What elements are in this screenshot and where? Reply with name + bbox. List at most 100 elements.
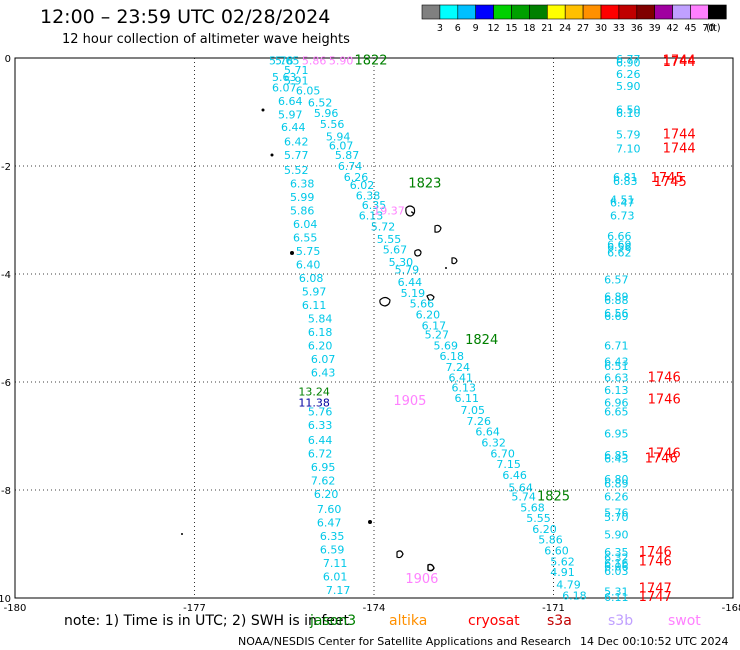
data-point-label: 6.38 xyxy=(290,177,315,190)
island-shape xyxy=(379,296,391,307)
data-point-label: 1905 xyxy=(393,394,426,409)
island-shape xyxy=(451,257,458,265)
colorbar-label: 3 xyxy=(437,23,443,34)
colorbar-swatch xyxy=(439,4,459,20)
island-shape xyxy=(426,294,435,301)
data-point-label: 1745 xyxy=(651,171,684,186)
data-point-label: 6.05 xyxy=(296,84,321,97)
data-point-label: 7.62 xyxy=(311,474,336,487)
colorbar-label: 30 xyxy=(595,23,607,34)
island-shape xyxy=(414,249,422,257)
data-point-label: 5.76 xyxy=(308,406,333,419)
data-point-label: 6.73 xyxy=(610,210,635,223)
island-dot xyxy=(290,251,294,255)
satellite-legend-item: s3a xyxy=(547,613,572,629)
colorbar-label: 12 xyxy=(488,23,500,34)
data-point-label: 6.41 xyxy=(449,372,474,385)
data-point-label: 6.33 xyxy=(308,419,333,432)
data-point-label: 6.18 xyxy=(440,350,465,363)
data-point-label: 6.44 xyxy=(281,121,306,134)
y-tick-label: -2 xyxy=(1,162,11,173)
data-point-label: 6.43 xyxy=(604,453,629,466)
data-point-label: 7.60 xyxy=(317,503,342,516)
data-point-label: 1746 xyxy=(639,545,672,560)
x-tick-label: -171 xyxy=(542,603,565,614)
footer-note: note: 1) Time is in UTC; 2) SWH is in fe… xyxy=(64,613,350,629)
colorbar-label: 42 xyxy=(667,23,679,34)
data-point-label: 6.85 xyxy=(604,449,629,462)
colorbar-label: 39 xyxy=(649,23,661,34)
data-point-label: 6.03 xyxy=(604,565,629,578)
data-point-label: 5.55 xyxy=(377,233,402,246)
data-point-label: 5.31 xyxy=(604,586,629,599)
satellite-legend-item: s3b xyxy=(608,613,634,629)
y-tick-label: -4 xyxy=(1,270,11,281)
data-point-label: 7.11 xyxy=(323,557,348,570)
data-point-label: 6.13 xyxy=(604,384,629,397)
colorbar-label: 18 xyxy=(523,23,535,34)
colorbar-label: 70 xyxy=(702,23,714,34)
colorbar-swatch xyxy=(708,4,727,20)
colorbar-swatch xyxy=(636,4,655,20)
satellite-legend-item: jason3 xyxy=(310,613,357,629)
island-shape xyxy=(396,550,404,559)
data-point-label: 6.46 xyxy=(502,469,527,482)
data-point-label: 5.19 xyxy=(401,287,426,300)
data-point-label: 6.18 xyxy=(562,589,587,602)
data-point-label: 5.76 xyxy=(604,507,629,520)
data-point-label: 6.71 xyxy=(604,339,629,352)
data-point-label: 6.35 xyxy=(362,199,387,212)
data-point-label: 5.71 xyxy=(284,64,309,77)
y-tick-label: -10 xyxy=(0,594,11,605)
colorbar-swatch xyxy=(421,4,441,20)
data-point-label: 7.05 xyxy=(460,404,485,417)
chart-subtitle: 12 hour collection of altimeter wave hei… xyxy=(62,32,350,47)
data-point-label: 5.86 xyxy=(538,534,563,547)
data-point-label: 6.51 xyxy=(604,360,629,373)
data-point-label: 6.59 xyxy=(320,543,345,556)
chart-title: 12:00 – 23:59 UTC 02/28/2024 xyxy=(40,6,331,28)
data-point-label: 5.64 xyxy=(508,481,533,494)
data-point-label: 5.79 xyxy=(616,129,641,142)
data-point-label: 5.62 xyxy=(550,555,575,568)
data-point-label: 7.15 xyxy=(496,458,521,471)
data-point-label: 6.20 xyxy=(416,309,441,322)
data-point-label: 6.69 xyxy=(607,238,632,251)
data-point-label: 1824 xyxy=(465,333,498,348)
data-point-label: 13.24 xyxy=(298,386,330,399)
data-point-label: 6.40 xyxy=(296,258,321,271)
data-point-label: 5.79 xyxy=(395,264,420,277)
data-point-label: 5.97 xyxy=(302,285,327,298)
data-point-label: 6.95 xyxy=(604,427,629,440)
data-point-label: 6.35 xyxy=(320,530,345,543)
data-point-label: 6.47 xyxy=(610,197,635,210)
data-point-label: 6.26 xyxy=(616,68,641,81)
data-point-label: 5.90 xyxy=(604,528,629,541)
colorbar-label: 36 xyxy=(631,23,643,34)
data-point-label: 6.06 xyxy=(604,561,629,574)
data-point-label: 6.18 xyxy=(308,326,333,339)
data-point-label: 19.37 xyxy=(373,204,405,217)
data-point-label: 6.74 xyxy=(338,160,363,173)
data-point-label: 4.79 xyxy=(556,579,581,592)
data-point-label: 6.32 xyxy=(481,436,506,449)
data-point-label: 6.70 xyxy=(490,447,515,460)
data-point-label: 5.91 xyxy=(284,75,309,88)
data-point-label: 6.89 xyxy=(604,291,629,304)
data-point-label: 6.35 xyxy=(604,546,629,559)
island-shape xyxy=(405,205,416,217)
x-tick-label: -180 xyxy=(4,603,27,614)
data-point-label: 6.44 xyxy=(398,276,423,289)
satellite-legend-item: cryosat xyxy=(468,613,520,629)
data-point-label: 6.65 xyxy=(604,406,629,419)
data-point-label: 7.24 xyxy=(446,361,471,374)
data-point-label: 6.62 xyxy=(607,246,632,259)
data-point-label: 1747 xyxy=(639,590,672,605)
data-point-label: 1822 xyxy=(354,54,387,69)
x-tick-label: -177 xyxy=(183,603,206,614)
data-point-label: 5.78 xyxy=(269,55,294,68)
colorbar-swatch xyxy=(582,4,602,20)
satellite-legend-item: altika xyxy=(389,613,428,629)
